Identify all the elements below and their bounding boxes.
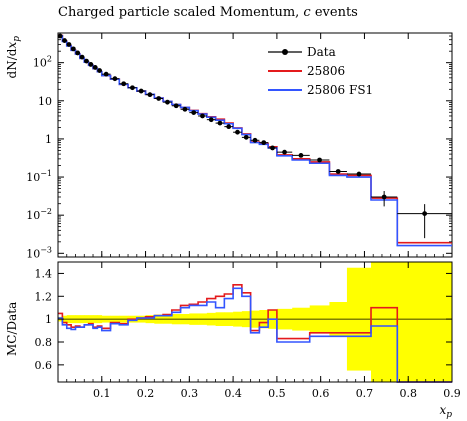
legend-entry-25806-fs1: 25806 FS1 xyxy=(268,83,373,97)
x-tick-label: 0.2 xyxy=(137,387,155,400)
ratio-y-axis-label: MC/Data xyxy=(5,302,19,356)
ratio-y-tick-label: 0.6 xyxy=(35,359,53,372)
data-point xyxy=(75,50,81,56)
data-point xyxy=(422,211,428,216)
chart-title: Charged particle scaled Momentum, c even… xyxy=(58,5,358,20)
main-frame xyxy=(57,32,453,258)
data-point xyxy=(103,71,109,77)
data-point xyxy=(270,145,275,151)
data-point xyxy=(208,117,214,123)
main-y-tick-label: 10 xyxy=(38,95,52,108)
data-point xyxy=(226,124,232,130)
data-point xyxy=(84,58,89,64)
legend-marker-data xyxy=(282,49,288,55)
x-tick-label: 0.7 xyxy=(356,387,374,400)
legend: Data 25806 25806 FS1 xyxy=(268,45,373,97)
data-point xyxy=(252,137,258,143)
x-axis-label: xp xyxy=(439,403,452,420)
main-y-tick-label: 1 xyxy=(45,133,52,146)
x-tick-label: 0.6 xyxy=(312,387,330,400)
ratio-panel: 0.6 0.8 1 1.2 1.4 0.1 0.2 0.3 0.4 0.5 0.6 0.7 0.8 0.… xyxy=(5,261,461,400)
ratio-y-tick-label: 0.8 xyxy=(35,336,53,349)
main-y-tick-label: 10−2 xyxy=(26,207,52,222)
data-point xyxy=(356,171,362,177)
x-tick-label: 0.5 xyxy=(268,387,286,400)
data-point xyxy=(335,169,341,174)
data-point xyxy=(182,106,188,112)
data-point xyxy=(165,99,170,105)
x-tick-label: 0.4 xyxy=(224,387,242,400)
legend-label-data: Data xyxy=(307,45,336,59)
main-y-tick-label: 10−1 xyxy=(26,169,52,184)
data-point xyxy=(298,152,304,158)
x-tick-label: 0.1 xyxy=(93,387,111,400)
data-point xyxy=(156,96,162,101)
data-point xyxy=(138,88,144,94)
data-point xyxy=(92,65,98,70)
data-point xyxy=(217,120,223,126)
uncertainty-band-bin xyxy=(371,262,398,382)
data-point xyxy=(173,103,179,109)
ratio-y-tick-label: 1 xyxy=(45,313,52,326)
data-point xyxy=(261,140,267,146)
data-point xyxy=(66,42,72,47)
data-point xyxy=(70,46,76,52)
data-point xyxy=(317,157,322,163)
legend-label-25806: 25806 xyxy=(307,64,345,78)
ratio-y-tick-label: 1.2 xyxy=(35,290,53,303)
data-point xyxy=(191,110,197,116)
main-y-tick-label: 10−3 xyxy=(26,245,52,260)
data-point xyxy=(97,68,102,73)
data-point xyxy=(235,129,240,135)
legend-label-25806-fs1: 25806 FS1 xyxy=(307,83,373,97)
data-point xyxy=(147,92,153,98)
main-y-tick-label: 102 xyxy=(33,55,52,70)
data-point xyxy=(381,194,387,200)
data-point xyxy=(62,38,67,43)
legend-entry-25806: 25806 xyxy=(268,64,345,78)
data-point xyxy=(88,62,94,67)
data-point xyxy=(112,76,118,82)
uncertainty-band-bin xyxy=(397,262,453,382)
data-point xyxy=(243,134,249,140)
series-25806-fs1-ratio xyxy=(58,287,452,383)
x-tick-label: 0.9 xyxy=(443,387,461,400)
main-panel: 102 10 1 10−1 10−2 10−3 dN/dxp xyxy=(5,32,453,260)
ratio-y-tick-label: 1.4 xyxy=(35,267,53,280)
data-point xyxy=(79,54,85,60)
x-tick-label: 0.3 xyxy=(181,387,199,400)
data-point xyxy=(121,81,127,87)
legend-entry-data: Data xyxy=(268,45,336,59)
data-point xyxy=(130,85,135,91)
x-tick-label: 0.8 xyxy=(399,387,417,400)
main-y-axis-label: dN/dxp xyxy=(5,36,22,79)
ratio-frame xyxy=(57,261,453,383)
data-point xyxy=(200,113,205,119)
data-point xyxy=(282,149,287,155)
